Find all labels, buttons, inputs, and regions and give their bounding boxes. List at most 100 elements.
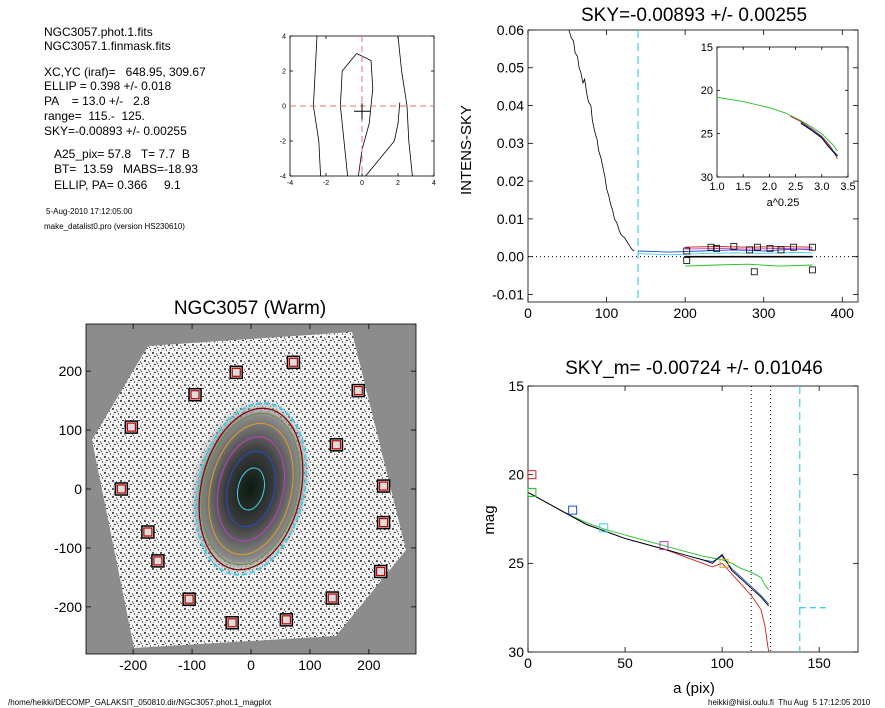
mag-marker-magenta xyxy=(659,541,669,551)
program-name: make_datalist0.pro (version HS230610) xyxy=(44,222,185,231)
isophote-ellipse xyxy=(216,436,286,542)
mag-y-tick-label: 25 xyxy=(508,555,524,571)
sky-box-inner xyxy=(327,593,337,603)
sky-y-tick-label: -0.01 xyxy=(492,286,524,302)
mag-marker-cyan xyxy=(599,523,609,533)
isophote-ellipse xyxy=(226,450,276,528)
sky-box-inner xyxy=(190,390,200,400)
sky-y-tick-label: 0.01 xyxy=(497,211,524,227)
sky-value: SKY=-0.00893 +/- 0.00255 xyxy=(44,124,187,138)
inset-profile-black xyxy=(800,122,838,157)
sky-box xyxy=(124,420,139,434)
sky-box xyxy=(325,591,340,605)
sky-box-inner xyxy=(227,618,237,628)
sky-box xyxy=(151,554,165,568)
sky-sample-marker xyxy=(750,268,758,276)
sky-box-inner xyxy=(184,594,194,604)
sky-box-inner xyxy=(378,481,389,491)
mag-plot-xlabel: a (pix) xyxy=(673,680,715,697)
footer-user-date: heikki@hiisi.oulu.fi Thu Aug 5 17:12:05 … xyxy=(708,698,871,707)
sky-sample-marker xyxy=(683,257,691,264)
sky-box xyxy=(141,525,155,539)
sky-y-tick-label: 0.02 xyxy=(497,173,524,189)
center-x-tick-label: -4 xyxy=(287,180,293,187)
inset-x-tick-label: 1.0 xyxy=(709,181,724,193)
sky-sample-marker xyxy=(746,246,753,254)
isophote-ellipse xyxy=(201,412,301,566)
image-x-tick-label: 100 xyxy=(298,657,322,673)
center-plot: -4 -2 0 2 4 -4 -2 0 2 4 xyxy=(280,33,436,187)
inset-y-tick-label: 25 xyxy=(701,129,713,141)
sky-sample-marker xyxy=(766,244,774,252)
ellipticity: ELLIP = 0.398 +/- 0.018 xyxy=(44,79,172,93)
a25-info: A25_pix= 57.8 T= 7.7 B xyxy=(54,147,190,161)
sky-box xyxy=(351,383,365,398)
isophote-ellipse xyxy=(194,402,308,576)
footer-path: /home/heikki/DECOMP_GALAKSIT_050810.dir/… xyxy=(8,698,272,707)
center-y-tick-label: 2 xyxy=(282,68,286,75)
mag-y-tick-label: 20 xyxy=(508,467,524,483)
mag-plot-title: SKY_m= -0.00724 +/- 0.01046 xyxy=(565,358,823,379)
sky-y-tick-label: 0.05 xyxy=(497,60,524,76)
sky-box xyxy=(373,564,388,579)
sky-sample-marker xyxy=(730,243,738,250)
isophote-contour xyxy=(365,102,401,177)
sky-sample-marker xyxy=(777,246,785,254)
sky-sample-marker xyxy=(754,243,761,251)
sky-y-tick-label: 0.04 xyxy=(497,97,524,113)
sky-plot: SKY=-0.00893 +/- 0.00255 INTENS-SKY 0 100… xyxy=(458,5,859,321)
inset-x-tick-label: 2.0 xyxy=(762,181,777,193)
image-x-tick-label: -100 xyxy=(178,657,206,673)
isophote-contour xyxy=(339,53,374,177)
date-stamp: 5-Aug-2010 17:12:05.00 xyxy=(46,207,133,216)
inset-x-tick-label: 3.5 xyxy=(840,181,855,193)
image-x-tick-label: 0 xyxy=(247,657,255,673)
sky-sample-marker xyxy=(713,244,720,252)
image-y-tick-label: 0 xyxy=(74,481,82,497)
sky-box xyxy=(376,515,391,530)
mag-y-tick-label: 15 xyxy=(508,378,524,394)
sky-box xyxy=(376,479,391,493)
sky-plot-ylabel: INTENS-SKY xyxy=(458,105,475,195)
center-x-tick-label: 0 xyxy=(360,180,364,187)
sky-box-inner xyxy=(378,517,389,528)
sky-level-cyan xyxy=(637,252,813,256)
center-y-tick-label: -2 xyxy=(280,138,286,145)
image-y-tick-label: -100 xyxy=(54,540,82,556)
mag-plot-ylabel: mag xyxy=(481,505,498,534)
mag-plot-frame xyxy=(527,385,859,653)
image-y-tick-label: -200 xyxy=(54,599,82,615)
mag-marker-orange xyxy=(719,558,729,568)
inset-xlabel: a^0.25 xyxy=(767,197,800,209)
center-x-tick-label: 2 xyxy=(396,180,400,187)
sky-box-inner xyxy=(143,527,153,537)
sky-x-tick-label: 0 xyxy=(524,305,532,321)
mag-marker-blue xyxy=(568,505,578,515)
sky-box xyxy=(279,613,294,627)
sky-y-tick-label: 0.03 xyxy=(497,135,524,151)
sky-box-inner xyxy=(288,357,299,367)
sky-box xyxy=(114,482,129,496)
sky-box xyxy=(225,616,239,630)
sky-box xyxy=(229,365,244,380)
center-y-tick-label: 0 xyxy=(282,103,286,110)
sky-box xyxy=(286,355,301,370)
inset-y-tick-label: 20 xyxy=(701,85,713,97)
sky-sample-marker xyxy=(809,243,816,251)
isophote-ellipse xyxy=(208,422,294,556)
file-name: NGC3057.phot.1.fits xyxy=(44,25,153,39)
position-angle: PA = 13.0 +/- 2.8 xyxy=(44,94,150,108)
radial-range: range= 115.- 125. xyxy=(44,109,145,123)
inset-x-tick-label: 1.5 xyxy=(736,181,751,193)
sky-box-inner xyxy=(281,615,291,625)
sky-box xyxy=(188,387,202,402)
sky-x-tick-label: 200 xyxy=(673,305,697,321)
image-y-tick-label: 200 xyxy=(59,363,83,379)
mag-profile-green xyxy=(527,492,770,591)
isophote-ellipse xyxy=(236,467,266,511)
sky-x-tick-label: 400 xyxy=(831,305,855,321)
sky-x-tick-label: 300 xyxy=(752,305,776,321)
sky-sample-marker xyxy=(809,266,816,274)
sky-plot-title: SKY=-0.00893 +/- 0.00255 xyxy=(581,5,807,26)
